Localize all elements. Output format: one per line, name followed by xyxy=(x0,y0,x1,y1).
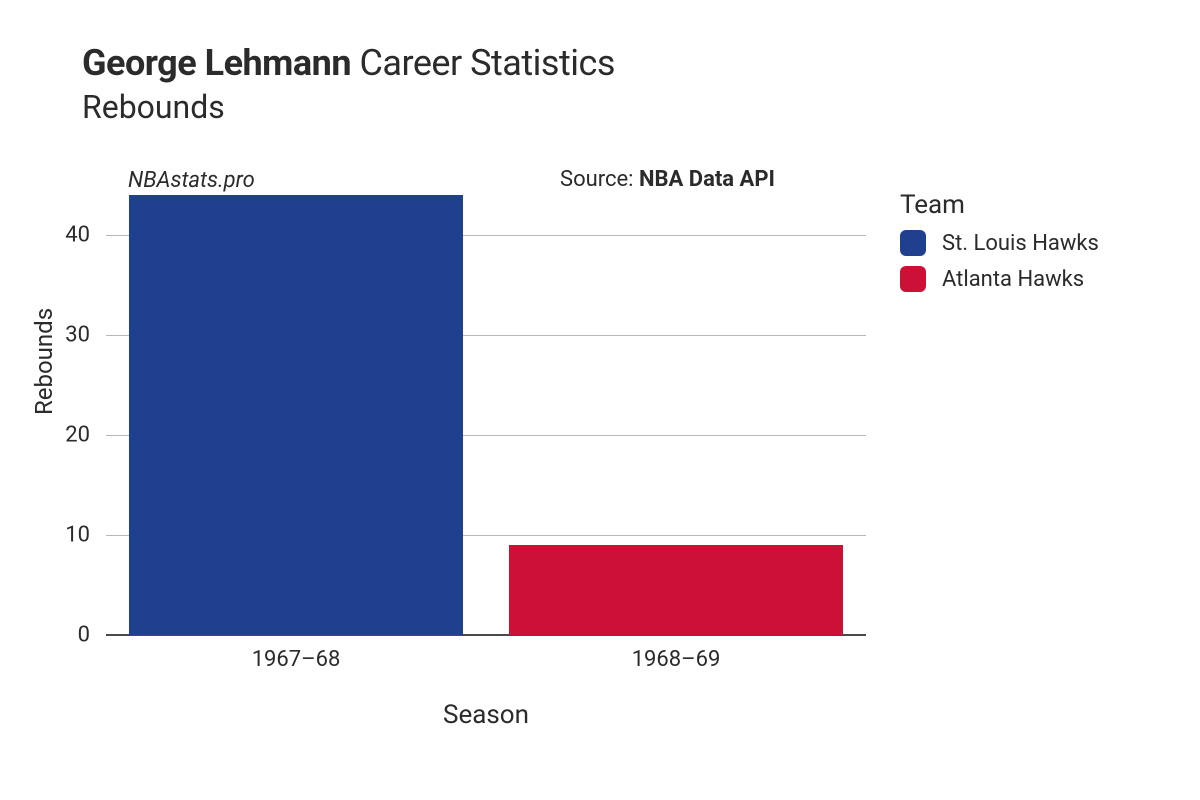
y-tick-label: 10 xyxy=(30,523,90,548)
legend-swatch xyxy=(900,266,926,292)
y-tick-label: 0 xyxy=(30,623,90,648)
chart-title-block: George Lehmann Career Statistics Rebound… xyxy=(82,42,615,126)
player-name: George Lehmann xyxy=(82,42,351,84)
legend-item: St. Louis Hawks xyxy=(900,230,1099,256)
x-tick-label: 1967–68 xyxy=(252,647,341,672)
y-tick-label: 20 xyxy=(30,423,90,448)
x-tick-label: 1968–69 xyxy=(632,647,721,672)
y-tick-label: 30 xyxy=(30,323,90,348)
legend-item: Atlanta Hawks xyxy=(900,266,1099,292)
chart-subtitle: Rebounds xyxy=(82,88,615,126)
source-attribution: Source: NBA Data API xyxy=(560,167,775,192)
bar xyxy=(129,195,463,635)
legend: Team St. Louis Hawks Atlanta Hawks xyxy=(900,190,1099,302)
legend-swatch xyxy=(900,230,926,256)
chart-title: George Lehmann Career Statistics xyxy=(82,42,615,84)
title-suffix: Career Statistics xyxy=(359,42,615,84)
chart-plot-area: 1967–681968–69 xyxy=(106,195,866,635)
watermark: NBAstats.pro xyxy=(128,168,255,193)
legend-label: Atlanta Hawks xyxy=(942,267,1084,292)
legend-label: St. Louis Hawks xyxy=(942,231,1099,256)
y-tick-label: 40 xyxy=(30,223,90,248)
bar xyxy=(509,545,843,635)
legend-title: Team xyxy=(900,190,1099,220)
x-axis-title: Season xyxy=(106,700,866,730)
